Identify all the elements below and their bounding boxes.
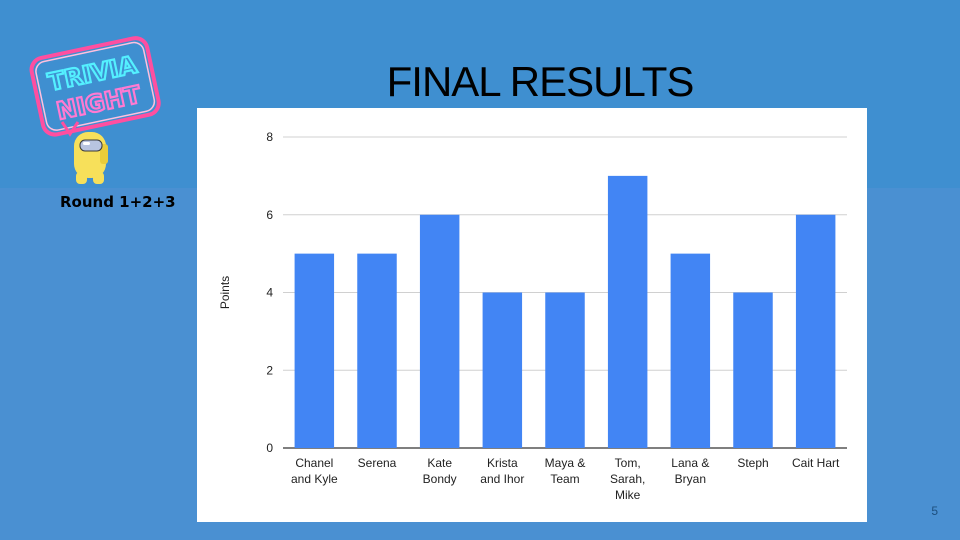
x-tick-label: Tom, Sarah, Mike (610, 456, 645, 502)
trivia-night-logo: TRIVIA NIGHT (22, 26, 172, 196)
x-tick-label: Maya & Team (545, 456, 586, 486)
x-tick-label: Krista and Ihor (480, 456, 524, 486)
page-title: FINAL RESULTS (386, 58, 695, 105)
y-tick-label: 4 (266, 286, 273, 300)
y-tick-label: 8 (266, 130, 273, 144)
x-tick-label: Kate Bondy (423, 456, 457, 486)
y-tick-label: 2 (266, 363, 273, 377)
bar (482, 292, 523, 448)
page-number: 5 (931, 504, 938, 518)
y-tick-label: 0 (266, 441, 273, 455)
bar-chart: 0 2 4 6 8 Points Chanel and Kyle Serena Kate Bondy… (197, 108, 867, 522)
x-tick-label: Steph (737, 456, 768, 470)
x-tick-label: Lana & Bryan (671, 456, 709, 486)
x-tick-label: Serena (358, 456, 397, 470)
x-tick-label: Chanel and Kyle (291, 456, 338, 486)
bar (670, 253, 711, 448)
bar (545, 292, 585, 448)
y-axis-label: Points (218, 276, 232, 309)
crewmate-icon (74, 132, 108, 184)
y-tick-label: 6 (266, 208, 273, 222)
bar (419, 214, 460, 448)
bar (357, 253, 397, 448)
bar (795, 214, 836, 448)
x-tick-label: Cait Hart (792, 456, 840, 470)
bar (607, 175, 648, 448)
chart-svg: 0 2 4 6 8 Points Chanel and Kyle Serena Kate Bondy… (218, 130, 847, 502)
bar (733, 292, 773, 448)
bar (294, 253, 335, 448)
round-label: Round 1+2+3 (60, 193, 176, 211)
